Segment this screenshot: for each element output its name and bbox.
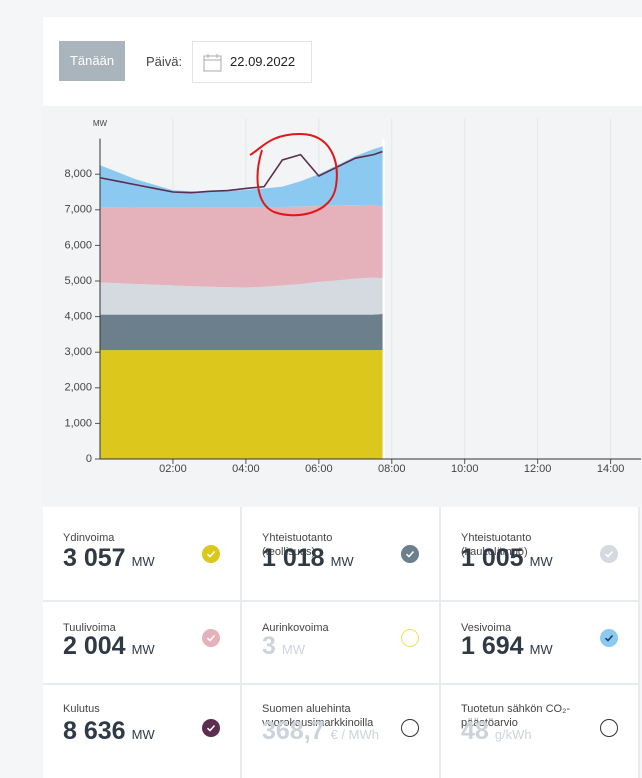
tile-unit: MW: [131, 554, 155, 569]
x-tick-label: 14:00: [597, 463, 625, 475]
tile[interactable]: Kulutus 8 636 MW: [43, 685, 240, 778]
y-tick-label: 0: [86, 453, 92, 465]
tile-value: 368,7 € / MWh: [262, 717, 379, 746]
x-tick-label: 08:00: [378, 463, 406, 475]
y-axis-label: MW: [93, 119, 108, 128]
x-tick-label: 12:00: [524, 463, 552, 475]
tile[interactable]: Vesivoima 1 694 MW: [441, 602, 638, 683]
tile-number: 368,7: [262, 717, 325, 745]
check-mark: [206, 550, 216, 558]
y-tick-label: 7,000: [64, 204, 92, 216]
tile-number: 3: [262, 632, 276, 660]
tile-label: Tuulivoima: [63, 622, 116, 634]
tile[interactable]: Ydinvoima 3 057 MW: [43, 507, 240, 600]
checkbox[interactable]: [401, 629, 419, 647]
checkbox[interactable]: [600, 545, 618, 563]
x-tick-label: 04:00: [232, 463, 260, 475]
tile-value: 3 MW: [262, 632, 305, 661]
tile-number: 1 018: [262, 544, 325, 572]
tile-unit: MW: [330, 554, 354, 569]
tile-value: 1 005 MW: [461, 544, 553, 573]
tile-unit: MW: [131, 727, 155, 742]
tile-label: Aurinkovoima: [262, 622, 329, 634]
tile-number: 1 694: [461, 632, 524, 660]
y-tick-label: 3,000: [64, 346, 92, 358]
tile-number: 2 004: [63, 632, 126, 660]
tile[interactable]: Tuulivoima 2 004 MW: [43, 602, 240, 683]
tile-value: 2 004 MW: [63, 632, 155, 661]
check-mark: [206, 724, 216, 732]
checkbox[interactable]: [202, 545, 220, 563]
line: [99, 150, 383, 194]
check-mark: [206, 634, 216, 642]
y-tick-label: 2,000: [64, 382, 92, 394]
x-tick-label: 10:00: [451, 463, 479, 475]
calendar-icon: [203, 54, 222, 72]
tile-value: 1 694 MW: [461, 632, 553, 661]
checkbox[interactable]: [600, 719, 618, 737]
checkbox[interactable]: [202, 719, 220, 737]
area: [100, 313, 383, 351]
tile[interactable]: Suomen aluehinta vuorokausimarkkinoilla 3…: [242, 685, 439, 778]
tile-value: 48 g/kWh: [461, 717, 532, 746]
area: [100, 146, 383, 208]
tile-label: Ydinvoima: [63, 532, 115, 544]
annotation-circle: [249, 132, 338, 217]
y-tick-label: 5,000: [64, 275, 92, 287]
tile-unit: MW: [281, 642, 306, 657]
y-tick-label: 8,000: [64, 168, 92, 180]
tile-number: 3 057: [63, 544, 126, 572]
tile-value: 8 636 MW: [63, 717, 155, 746]
tile-value: 3 057 MW: [63, 544, 155, 573]
tile[interactable]: Tuotetun sähkön CO₂-päästöarvio 48 g/kWh: [441, 685, 638, 778]
tiles: Ydinvoima 3 057 MW Yhteistuotanto (teollisu…: [43, 507, 640, 778]
today-button[interactable]: Tänään: [59, 41, 125, 81]
tile-label: Yhteistuotanto (teollisuus): [262, 532, 333, 558]
tile-number: 48: [461, 717, 489, 745]
area: [100, 350, 383, 459]
tile-unit: MW: [529, 554, 553, 569]
date-label: Päivä:: [146, 54, 183, 69]
tile-label: Vesivoima: [461, 622, 512, 634]
checkbox[interactable]: [401, 545, 419, 563]
tile-unit: € / MWh: [330, 727, 379, 742]
checkbox[interactable]: [401, 719, 419, 737]
checkbox[interactable]: [202, 629, 220, 647]
area: [100, 204, 383, 288]
x-tick-label: 06:00: [305, 463, 333, 475]
date-value: 22.09.2022: [230, 54, 296, 69]
y-tick-label: 1,000: [64, 417, 92, 429]
y-tick-label: 4,000: [64, 311, 92, 323]
tile-unit: MW: [529, 642, 553, 657]
tile-value: 1 018 MW: [262, 544, 354, 573]
tile-number: 8 636: [63, 717, 126, 745]
check-mark: [604, 634, 614, 642]
tile-label: Tuotetun sähkön CO₂-päästöarvio: [461, 703, 571, 729]
tile-unit: g/kWh: [494, 727, 532, 742]
tile-label: Yhteistuotanto (kaukolämpö): [461, 532, 532, 558]
check-mark: [604, 550, 614, 558]
tile-label: Suomen aluehinta vuorokausimarkkinoilla: [262, 703, 374, 729]
tile-label: Kulutus: [63, 703, 100, 715]
chart: 02:00 04:00 06:00 08:00 10:00 12:00 14:00 0 1,00…: [64, 118, 641, 475]
x-tick-label: 02:00: [159, 463, 187, 475]
area: [100, 277, 383, 315]
date-picker[interactable]: 22.09.2022: [192, 41, 312, 83]
y-tick-label: 6,000: [64, 239, 92, 251]
tile[interactable]: Yhteistuotanto (teollisuus) 1 018 MW: [242, 507, 439, 600]
checkbox[interactable]: [600, 629, 618, 647]
header: Tänään Päivä: 22.09.2022: [43, 17, 642, 106]
tile[interactable]: Yhteistuotanto (kaukolämpö) 1 005 MW: [441, 507, 638, 600]
check-mark: [405, 550, 415, 558]
tile-unit: MW: [131, 642, 155, 657]
tile-number: 1 005: [461, 544, 524, 572]
tile[interactable]: Aurinkovoima 3 MW: [242, 602, 439, 683]
